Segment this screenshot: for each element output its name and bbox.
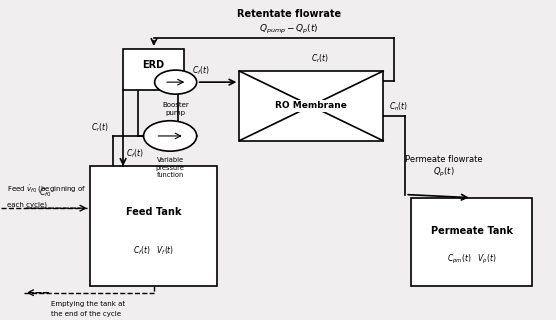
Text: Variable: Variable: [157, 157, 183, 164]
Text: each cycle): each cycle): [7, 202, 47, 208]
Text: the end of the cycle: the end of the cycle: [51, 311, 121, 317]
Text: ERD: ERD: [142, 60, 165, 69]
Text: $C_{f0}$: $C_{f0}$: [39, 186, 52, 199]
Circle shape: [143, 121, 197, 151]
Text: Permeate flowrate: Permeate flowrate: [405, 155, 483, 164]
Bar: [123, 49, 184, 90]
Text: RO Membrane: RO Membrane: [275, 101, 347, 110]
Text: $C_{pm}(t)$   $V_p(t)$: $C_{pm}(t)$ $V_p(t)$: [447, 253, 497, 266]
Text: Retentate flowrate: Retentate flowrate: [237, 9, 341, 19]
Bar: [90, 166, 217, 286]
Text: Permeate Tank: Permeate Tank: [431, 226, 513, 236]
Text: Feed $\dot{v}_{f0}$ (beginning of: Feed $\dot{v}_{f0}$ (beginning of: [7, 184, 86, 196]
Text: $Q_{pump}-Q_p(t)$: $Q_{pump}-Q_p(t)$: [259, 23, 319, 36]
Text: $C_f(t)$: $C_f(t)$: [192, 65, 210, 77]
Text: Booster: Booster: [162, 102, 189, 108]
Text: $C_f(t)$   $V_f(t)$: $C_f(t)$ $V_f(t)$: [133, 244, 174, 257]
Text: $C_n(t)$: $C_n(t)$: [389, 100, 408, 113]
Text: Feed Tank: Feed Tank: [126, 207, 181, 217]
Text: function: function: [156, 172, 183, 178]
Text: Emptying the tank at: Emptying the tank at: [51, 300, 125, 307]
Text: pump: pump: [166, 110, 186, 116]
Text: pressure: pressure: [156, 165, 185, 171]
Bar: [411, 198, 533, 286]
Text: $C_f(t)$: $C_f(t)$: [126, 147, 143, 160]
Text: $Q_p(t)$: $Q_p(t)$: [433, 166, 455, 179]
Text: $C_r(t)$: $C_r(t)$: [91, 122, 110, 134]
Circle shape: [155, 70, 197, 94]
Text: $C_r(t)$: $C_r(t)$: [311, 52, 329, 65]
Bar: [239, 71, 383, 141]
